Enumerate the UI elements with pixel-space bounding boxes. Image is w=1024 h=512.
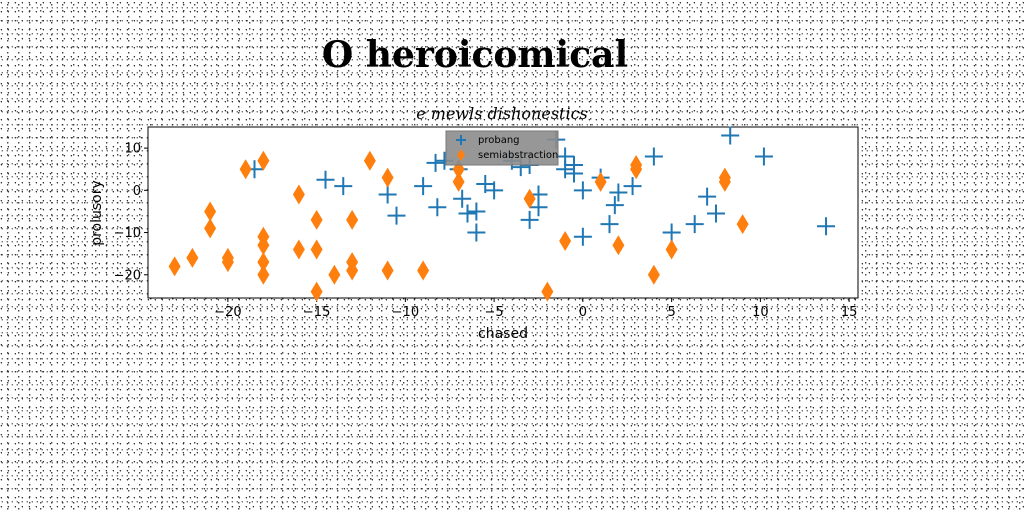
data-point-semiabstraction [452,171,465,192]
data-point-probang [426,153,445,172]
data-point-semiabstraction [221,252,234,273]
data-point-probang [556,147,575,166]
data-point-probang [573,181,592,200]
data-point-semiabstraction [363,150,376,171]
data-point-probang [387,206,406,225]
data-point-probang [707,204,725,223]
data-point-semiabstraction [204,201,217,222]
data-point-semiabstraction [541,281,554,302]
data-point-probang [565,164,583,183]
data-point-probang [644,147,663,166]
data-point-probang [685,215,704,234]
data-point-semiabstraction [647,264,660,285]
legend-marker-probang [456,135,466,145]
data-point-semiabstraction [665,239,678,260]
data-point-probang [378,185,397,204]
data-point-semiabstraction [630,159,643,180]
data-point-probang [453,189,472,208]
data-point-semiabstraction [310,239,323,260]
data-point-semiabstraction [381,260,394,281]
data-point-semiabstraction [310,281,323,302]
x-tick-label: −15 [303,305,330,320]
y-axis: −20 −10 0 10 [114,142,148,283]
data-point-probang [698,187,717,206]
data-point-probang [817,217,836,236]
data-point-semiabstraction [257,252,270,273]
data-point-semiabstraction [736,214,749,235]
x-axis-label: chased [478,326,528,342]
data-point-semiabstraction [417,260,430,281]
data-point-semiabstraction [292,184,305,205]
data-point-semiabstraction [239,159,252,180]
data-point-probang [573,227,592,246]
data-point-probang [609,183,628,202]
legend-box [445,130,559,166]
series-semiabstraction [168,150,749,302]
data-point-probang [529,198,548,217]
data-point-semiabstraction [346,209,359,230]
data-point-probang [467,223,486,242]
y-tick-label: 10 [124,142,141,157]
page-title: O heroicomical [321,34,629,76]
data-point-probang [721,126,740,145]
legend-marker-semiabstraction [457,149,465,161]
data-point-probang [334,177,353,196]
data-point-probang [600,215,619,234]
data-point-probang [458,204,477,223]
data-point-probang [316,170,335,189]
data-point-probang [520,210,539,229]
x-axis: −20 −15 −10 −5 0 5 10 15 [214,298,857,320]
data-point-semiabstraction [257,264,270,285]
data-point-semiabstraction [346,260,359,281]
chart-subtitle: e mewls dishonestics [416,104,588,123]
legend-label-semiabstraction: semiabstraction [478,150,558,161]
data-point-probang [662,223,681,242]
y-tick-label: −10 [114,226,141,241]
data-point-semiabstraction [381,167,394,188]
x-tick-label: 10 [752,305,769,320]
data-point-probang [428,198,447,217]
data-point-semiabstraction [559,231,572,251]
data-point-semiabstraction [718,171,731,192]
data-points [168,126,836,302]
data-point-semiabstraction [168,256,181,277]
data-point-probang [485,181,504,200]
y-tick-label: −20 [114,268,141,283]
data-point-semiabstraction [523,188,536,209]
data-point-semiabstraction [257,235,270,256]
x-tick-label: −5 [485,305,504,320]
x-tick-label: 5 [667,305,675,320]
data-point-semiabstraction [292,239,305,260]
y-axis-label: prolusory [89,180,105,246]
x-tick-label: 0 [579,305,587,320]
x-tick-label: 15 [841,305,858,320]
data-point-semiabstraction [204,218,217,239]
data-point-semiabstraction [186,247,199,268]
data-point-probang [605,196,624,215]
x-tick-label: −10 [392,305,419,320]
y-tick-label: 0 [133,184,141,199]
data-point-semiabstraction [310,209,323,230]
data-point-semiabstraction [612,235,625,256]
data-point-probang [754,147,773,166]
data-point-semiabstraction [328,264,341,285]
data-point-probang [414,177,433,196]
data-point-probang [467,202,486,221]
legend-label-probang: probang [478,135,520,146]
x-tick-label: −20 [214,305,241,320]
data-point-probang [623,177,642,196]
legend: probang semiabstraction [445,130,559,166]
data-point-semiabstraction [594,171,607,192]
data-point-semiabstraction [257,150,270,171]
